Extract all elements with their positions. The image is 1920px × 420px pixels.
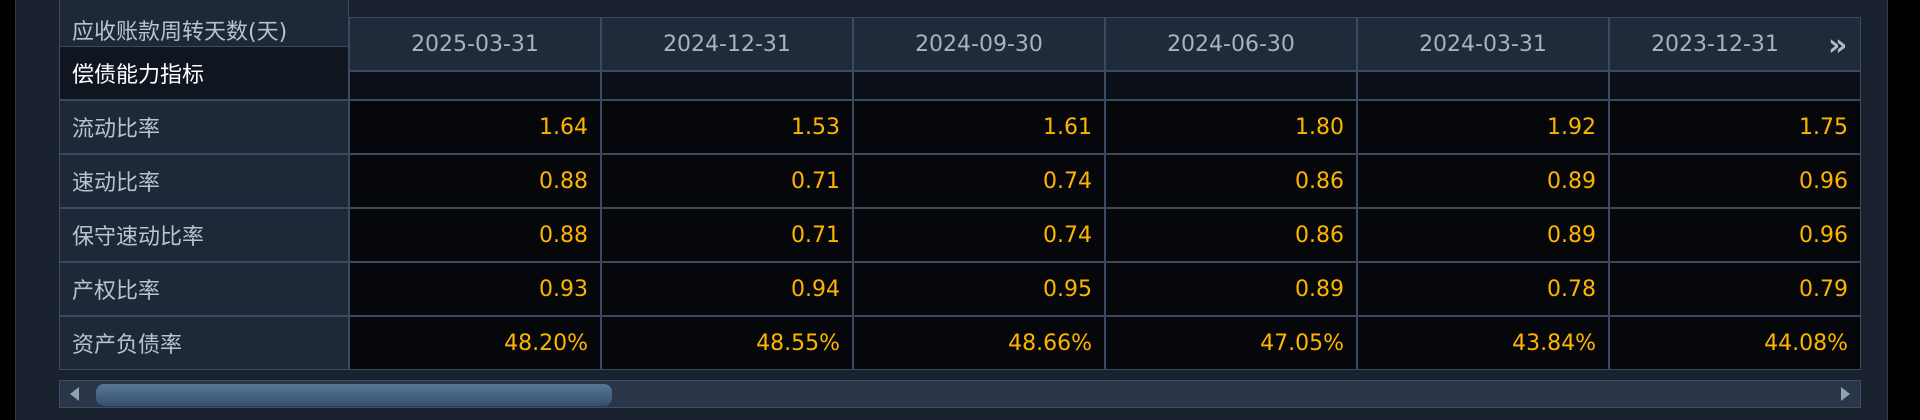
scroll-thumb[interactable] [96,384,612,406]
scroll-right-arrow[interactable] [1841,387,1850,401]
value-cell: 0.89 [1357,154,1609,208]
value-cell: 48.55% [601,316,853,370]
row-label: 资产负债率 [59,316,349,370]
value-cell: 0.74 [853,208,1105,262]
column-header: 2023-12-31 [1609,17,1861,71]
value-cell: 47.05% [1105,316,1357,370]
value-cell: 0.86 [1105,208,1357,262]
row-label: 流动比率 [59,100,349,154]
value-cell: 1.64 [349,100,601,154]
blank-cell [1357,71,1609,100]
value-cell: 48.20% [349,316,601,370]
horizontal-scrollbar[interactable] [59,380,1861,408]
blank-cell [601,71,853,100]
row-label: 速动比率 [59,154,349,208]
value-cell: 0.88 [349,208,601,262]
value-cell: 1.92 [1357,100,1609,154]
value-cell: 0.71 [601,154,853,208]
section-label: 偿债能力指标 [59,46,349,100]
blank-cell [1105,71,1357,100]
value-cell: 1.61 [853,100,1105,154]
value-cell: 0.86 [1105,154,1357,208]
value-cell: 43.84% [1357,316,1609,370]
column-header: 2025-03-31 [349,17,601,71]
scroll-left-arrow[interactable] [70,387,79,401]
value-cell: 0.79 [1609,262,1861,316]
blank-cell [1609,71,1861,100]
column-header: 2024-03-31 [1357,17,1609,71]
column-header: 2024-06-30 [1105,17,1357,71]
value-cell: 0.88 [349,154,601,208]
value-cell: 0.96 [1609,208,1861,262]
value-cell: 0.71 [601,208,853,262]
more-columns-icon[interactable]: » [1828,28,1848,63]
column-header: 2024-09-30 [853,17,1105,71]
row-label: 产权比率 [59,262,349,316]
value-cell: 44.08% [1609,316,1861,370]
value-cell: 1.80 [1105,100,1357,154]
column-header: 2024-12-31 [601,17,853,71]
cut-row-label: 应收账款周转天数(天) [59,0,349,47]
value-cell: 0.93 [349,262,601,316]
row-label: 保守速动比率 [59,208,349,262]
value-cell: 1.53 [601,100,853,154]
value-cell: 0.74 [853,154,1105,208]
blank-cell [349,71,601,100]
value-cell: 0.94 [601,262,853,316]
value-cell: 0.89 [1357,208,1609,262]
value-cell: 48.66% [853,316,1105,370]
value-cell: 0.95 [853,262,1105,316]
value-cell: 0.78 [1357,262,1609,316]
value-cell: 1.75 [1609,100,1861,154]
blank-cell [853,71,1105,100]
value-cell: 0.89 [1105,262,1357,316]
value-cell: 0.96 [1609,154,1861,208]
